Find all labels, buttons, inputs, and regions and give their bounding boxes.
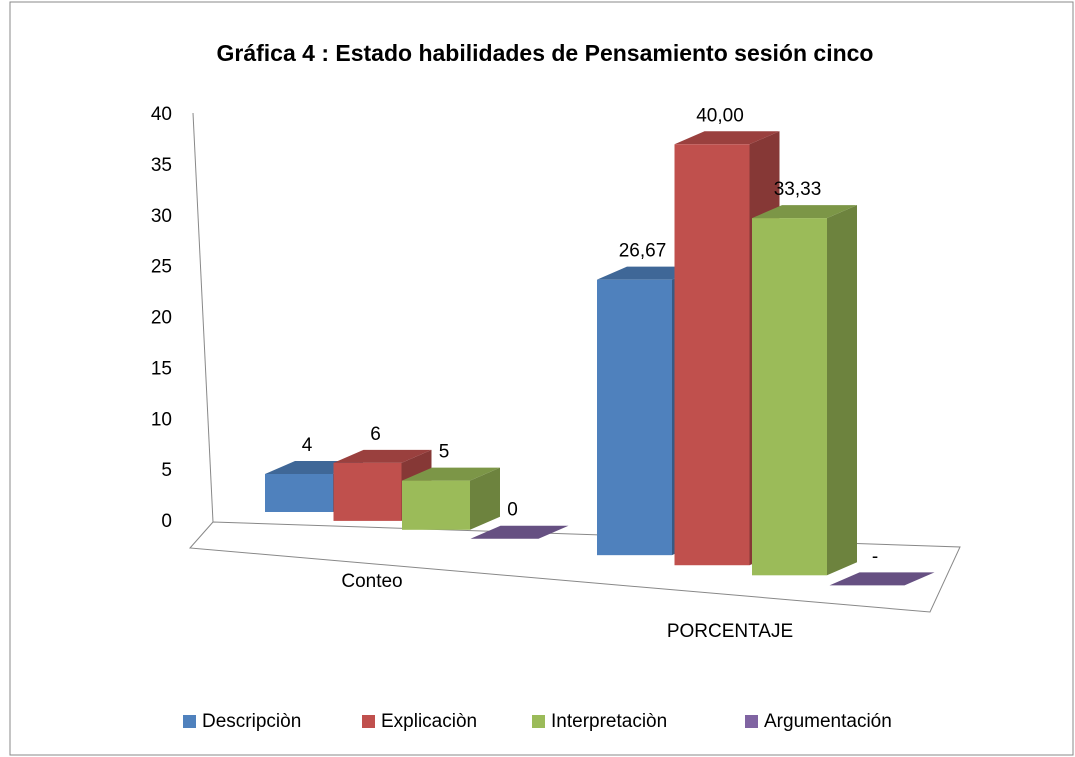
data-label: 26,67	[619, 241, 667, 262]
bar-top	[333, 449, 432, 463]
bar-top	[470, 525, 569, 539]
y-tick-label: 40	[151, 104, 172, 125]
legend-swatch	[183, 715, 196, 728]
legend-swatch	[532, 715, 545, 728]
y-tick-label: 15	[151, 358, 172, 379]
legend-label: Descripciòn	[202, 711, 301, 732]
x-tick-label: PORCENTAJE	[667, 621, 793, 642]
legend-label: Explicaciòn	[381, 711, 477, 732]
y-tick-label: 20	[151, 308, 172, 329]
data-label: 0	[507, 500, 518, 521]
legend-swatch	[745, 715, 758, 728]
bar	[402, 480, 470, 530]
y-tick-label: 0	[161, 511, 172, 532]
bar-side	[827, 205, 857, 576]
bar-side	[470, 467, 500, 530]
data-label: 5	[439, 442, 450, 463]
bar-top	[674, 131, 780, 145]
chart-title: Gráfica 4 : Estado habilidades de Pensam…	[217, 40, 874, 66]
bar	[265, 474, 333, 512]
legend-label: Interpretaciòn	[551, 711, 667, 732]
legend-swatch	[362, 715, 375, 728]
bar	[597, 279, 672, 556]
bar-top	[829, 572, 935, 586]
data-label: 40,00	[696, 105, 744, 126]
y-tick-label: 10	[151, 409, 172, 430]
y-tick-label: 25	[151, 257, 172, 278]
y-tick-label: 35	[151, 155, 172, 176]
data-label: 6	[370, 424, 381, 445]
y-axis	[192, 112, 214, 523]
bar-top	[402, 467, 500, 481]
bar	[333, 462, 402, 521]
bar	[674, 144, 750, 566]
chart-frame	[9, 1, 1074, 756]
bar	[752, 218, 827, 576]
y-tick-label: 30	[151, 206, 172, 227]
y-tick-label: 5	[161, 460, 172, 481]
bar-top	[752, 205, 857, 219]
legend-label: Argumentación	[764, 711, 892, 732]
data-label: 33,33	[774, 179, 822, 200]
x-tick-label: Conteo	[341, 571, 402, 592]
data-label: 4	[302, 435, 313, 456]
data-label: -	[872, 546, 878, 567]
